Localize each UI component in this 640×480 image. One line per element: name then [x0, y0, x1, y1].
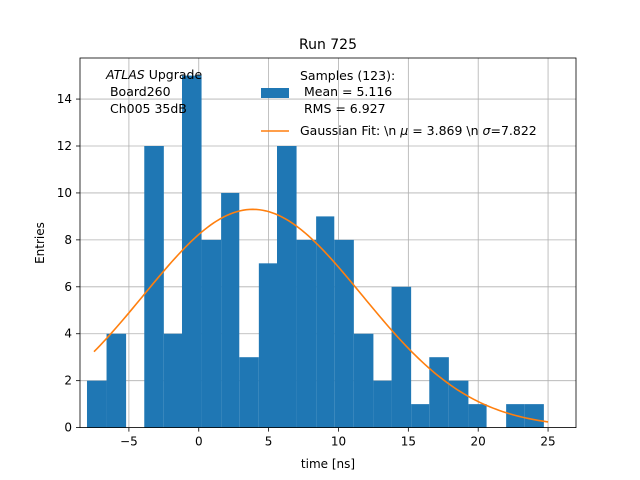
histogram-bar	[106, 333, 127, 428]
histogram-bar	[334, 239, 354, 428]
histogram-bar	[524, 404, 544, 428]
legend-hist-line-3: RMS = 6.927	[300, 101, 386, 116]
annotation-line-1: ATLAS Upgrade	[105, 67, 202, 82]
legend: Samples (123): Mean = 5.116 RMS = 6.927 …	[261, 68, 537, 138]
x-tick-label: 25	[540, 435, 555, 449]
x-tick-label: 5	[265, 435, 273, 449]
y-axis-label: Entries	[33, 222, 47, 264]
plot-frame	[79, 57, 577, 429]
histogram-bar	[277, 146, 297, 428]
histogram-bar	[239, 357, 259, 428]
x-tick-label: −5	[120, 435, 138, 449]
x-axis-label: time [ns]	[301, 457, 355, 471]
histogram-bar	[144, 146, 164, 428]
gaussian-fit-line	[93, 208, 549, 423]
y-tick-label: 2	[64, 374, 72, 388]
legend-sigma-value: =7.822	[490, 123, 536, 138]
x-tick-label: 20	[471, 435, 486, 449]
legend-mu-value: = 3.869 \n	[408, 123, 482, 138]
legend-fit-prefix: Gaussian Fit: \n	[300, 123, 400, 138]
y-tick-label: 8	[64, 233, 72, 247]
histogram-bar	[316, 216, 335, 428]
histogram-bar	[258, 263, 278, 428]
y-tick-label: 6	[64, 280, 72, 294]
histogram-bar	[468, 404, 487, 428]
histogram-bar	[353, 333, 374, 428]
histogram-bar	[391, 286, 412, 428]
histogram-bar	[448, 380, 469, 428]
legend-fit-label: Gaussian Fit: \n μ = 3.869 \n σ=7.822	[300, 123, 537, 138]
histogram-bar	[429, 357, 449, 428]
histogram-bar	[373, 380, 392, 428]
legend-hist-line-1: Samples (123):	[300, 68, 395, 83]
x-tick-label: 15	[401, 435, 416, 449]
histogram-bar	[221, 192, 240, 428]
histogram-bar	[163, 333, 182, 428]
legend-mu-symbol: μ	[399, 123, 408, 138]
histogram-bar	[296, 239, 317, 428]
annotation-line-3: Ch005 35dB	[106, 101, 187, 116]
y-tick-label: 12	[57, 139, 72, 153]
histogram-bar	[411, 404, 430, 428]
histogram-bar	[86, 380, 107, 428]
annotation-line-2: Board260	[106, 84, 171, 99]
annotation-atlas: ATLAS	[105, 67, 145, 82]
axis-ticks: −5 0 5 10 15 20 25 0 2 4 6 8 10 12 14	[57, 92, 556, 449]
legend-hist-line-2: Mean = 5.116	[300, 84, 392, 99]
histogram-bar	[201, 239, 222, 428]
annotation-upgrade: Upgrade	[145, 67, 203, 82]
y-tick-label: 14	[57, 92, 72, 106]
x-tick-label: 0	[195, 435, 203, 449]
y-tick-label: 4	[64, 327, 72, 341]
legend-sigma-symbol: σ	[483, 123, 492, 138]
histogram-bar	[181, 75, 202, 428]
y-tick-label: 0	[64, 421, 72, 435]
y-tick-label: 10	[57, 186, 72, 200]
chart-title: Run 725	[299, 37, 357, 53]
atlas-annotation: ATLAS Upgrade Board260 Ch005 35dB	[105, 67, 202, 116]
legend-hist-swatch	[261, 88, 289, 98]
x-tick-label: 10	[331, 435, 346, 449]
